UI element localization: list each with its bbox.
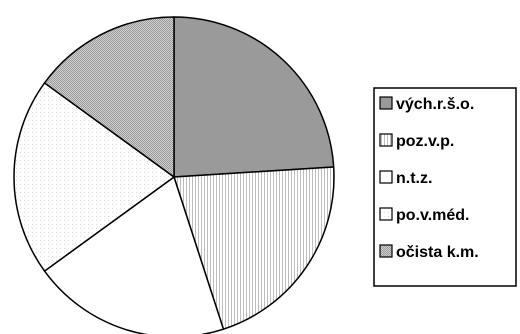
pie-slice-po-v-med (13, 82, 175, 272)
pie-slice-n-t-z (43, 176, 225, 334)
legend-swatch-ocista-k-m (379, 244, 393, 258)
pie-slices (13, 16, 335, 334)
legend-swatch-vych-r-s-o (379, 96, 393, 110)
legend: vých.r.š.o. poz.v.p. n.t.z. po.v.méd. očista… (373, 87, 517, 287)
legend-label-poz-v-p: poz.v.p. (396, 133, 454, 150)
pie-slice-poz-v-p (173, 166, 335, 330)
legend-frame (373, 87, 517, 287)
legend-swatch-poz-v-p (379, 133, 393, 147)
pie-slice-ocista-k-m (43, 16, 175, 178)
legend-label-n-t-z: n.t.z. (396, 170, 432, 187)
legend-swatch-po-v-med (379, 207, 393, 221)
legend-items: vých.r.š.o. poz.v.p. n.t.z. po.v.méd. očista… (379, 96, 479, 261)
legend-label-po-v-med: po.v.méd. (396, 207, 470, 224)
pie-slice-vych-r-s-o (173, 16, 335, 178)
legend-label-vych-r-s-o: vých.r.š.o. (396, 96, 474, 113)
legend-swatch-n-t-z (379, 170, 393, 184)
legend-label-ocista-k-m: očista k.m. (396, 244, 479, 261)
